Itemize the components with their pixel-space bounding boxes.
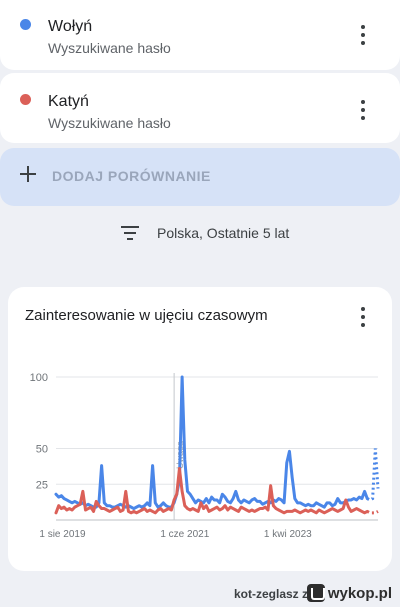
series-color-dot — [20, 19, 31, 30]
x-tick-label: 1 sie 2019 — [39, 529, 86, 540]
y-tick-label: 100 — [30, 372, 48, 384]
wykop-brand: wykop.pl — [327, 584, 392, 602]
add-comparison-label: DODAJ PORÓWNANIE — [52, 168, 211, 184]
filter-label: Polska, Ostatnie 5 lat — [157, 225, 290, 241]
x-tick-label: 1 cze 2021 — [160, 529, 209, 540]
series-line-1 — [54, 467, 369, 515]
term-card-katyn[interactable]: Katyń Wyszukiwane hasło — [0, 73, 400, 143]
x-tick-label: 1 kwi 2023 — [264, 529, 312, 540]
more-options-icon[interactable] — [360, 25, 366, 45]
filter-row[interactable]: Polska, Ostatnie 5 lat — [0, 216, 400, 252]
y-tick-label: 25 — [36, 479, 48, 491]
term-subtitle: Wyszukiwane hasło — [48, 115, 171, 131]
term-subtitle: Wyszukiwane hasło — [48, 40, 171, 56]
series-color-dot — [20, 94, 31, 105]
series-line-0 — [54, 375, 369, 511]
y-tick-label: 50 — [36, 444, 48, 456]
wykop-badge-icon — [306, 584, 325, 602]
more-options-icon[interactable] — [360, 307, 366, 327]
interest-over-time-card: Zainteresowanie w ujęciu czasowym 25 50 10… — [8, 287, 392, 571]
filter-icon — [121, 226, 139, 240]
term-name: Katyń — [48, 93, 89, 110]
term-card-wolyn[interactable]: Wołyń Wyszukiwane hasło — [0, 0, 400, 70]
footer-text: kot-zeglasz z — [233, 587, 308, 601]
plus-icon — [20, 166, 36, 182]
series-tail-0 — [366, 448, 380, 502]
more-options-icon[interactable] — [360, 100, 366, 120]
term-name: Wołyń — [48, 18, 93, 35]
series-tail-1 — [366, 510, 379, 515]
wykop-logo: wykop.pl — [306, 583, 392, 603]
chart-card-title: Zainteresowanie w ujęciu czasowym — [25, 307, 268, 324]
add-comparison-button[interactable]: DODAJ PORÓWNANIE — [0, 148, 400, 206]
